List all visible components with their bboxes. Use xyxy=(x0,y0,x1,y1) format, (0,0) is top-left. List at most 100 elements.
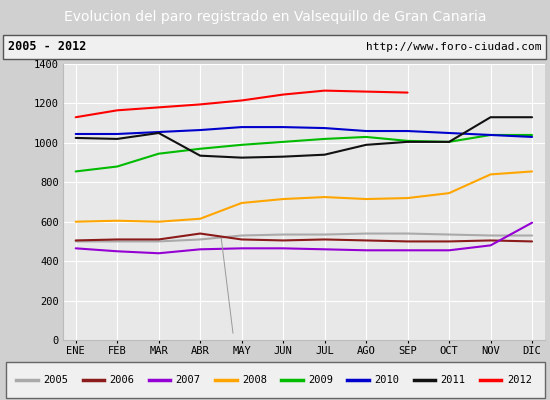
2011 xyxy=(404,140,411,144)
2009 xyxy=(529,132,535,137)
2007 xyxy=(487,243,494,248)
2011 xyxy=(155,130,162,135)
2006 xyxy=(114,237,120,242)
Line: 2012: 2012 xyxy=(76,91,408,117)
2010 xyxy=(155,130,162,134)
2011 xyxy=(114,136,120,141)
2010 xyxy=(446,130,453,135)
2008 xyxy=(487,172,494,177)
2011 xyxy=(73,136,79,140)
2011 xyxy=(487,115,494,120)
2006 xyxy=(404,239,411,244)
2010 xyxy=(529,134,535,139)
Line: 2007: 2007 xyxy=(76,223,532,253)
Text: http://www.foro-ciudad.com: http://www.foro-ciudad.com xyxy=(366,42,542,52)
2012 xyxy=(404,90,411,95)
2006 xyxy=(363,238,370,243)
2011 xyxy=(197,153,204,158)
Text: 2005: 2005 xyxy=(43,375,68,385)
2007 xyxy=(363,248,370,253)
2012 xyxy=(321,88,328,93)
2012 xyxy=(280,92,287,97)
2008 xyxy=(446,191,453,196)
Text: Evolucion del paro registrado en Valsequillo de Gran Canaria: Evolucion del paro registrado en Valsequ… xyxy=(64,10,486,24)
2009 xyxy=(321,136,328,141)
2009 xyxy=(238,142,245,147)
2010 xyxy=(363,129,370,134)
2006 xyxy=(446,239,453,244)
2005 xyxy=(404,231,411,236)
Line: 2005: 2005 xyxy=(76,234,532,242)
2005 xyxy=(529,233,535,238)
2009 xyxy=(487,132,494,137)
2010 xyxy=(280,125,287,130)
2011 xyxy=(238,155,245,160)
2008 xyxy=(238,200,245,205)
2011 xyxy=(321,152,328,157)
Text: 2009: 2009 xyxy=(308,375,333,385)
2005 xyxy=(487,233,494,238)
2009 xyxy=(446,140,453,144)
2009 xyxy=(155,151,162,156)
2010 xyxy=(238,125,245,130)
2009 xyxy=(363,134,370,139)
Line: 2011: 2011 xyxy=(76,117,532,158)
2005 xyxy=(446,232,453,237)
2010 xyxy=(197,128,204,132)
2008 xyxy=(280,197,287,202)
2008 xyxy=(155,219,162,224)
Text: 2010: 2010 xyxy=(375,375,399,385)
2005 xyxy=(280,232,287,237)
2006 xyxy=(321,237,328,242)
2006 xyxy=(197,231,204,236)
2007 xyxy=(404,248,411,253)
2006 xyxy=(487,238,494,243)
2010 xyxy=(321,126,328,130)
2012 xyxy=(197,102,204,107)
2011 xyxy=(280,154,287,159)
2008 xyxy=(73,219,79,224)
2007 xyxy=(197,247,204,252)
2008 xyxy=(529,169,535,174)
2007 xyxy=(114,249,120,254)
2007 xyxy=(238,246,245,251)
2011 xyxy=(363,142,370,147)
2012 xyxy=(73,115,79,120)
2007 xyxy=(446,248,453,253)
Line: 2009: 2009 xyxy=(76,135,532,172)
2005 xyxy=(197,237,204,242)
2007 xyxy=(529,220,535,225)
2012 xyxy=(238,98,245,103)
2010 xyxy=(487,132,494,137)
Text: 2007: 2007 xyxy=(175,375,201,385)
2009 xyxy=(404,138,411,143)
2005 xyxy=(363,231,370,236)
Text: 2006: 2006 xyxy=(109,375,134,385)
2006 xyxy=(280,238,287,243)
2009 xyxy=(114,164,120,169)
Line: 2006: 2006 xyxy=(76,234,532,242)
2010 xyxy=(73,132,79,136)
2005 xyxy=(73,239,79,244)
2007 xyxy=(321,247,328,252)
2009 xyxy=(73,169,79,174)
2011 xyxy=(529,115,535,120)
2005 xyxy=(321,232,328,237)
2011 xyxy=(446,140,453,144)
2006 xyxy=(238,237,245,242)
2008 xyxy=(114,218,120,223)
2009 xyxy=(197,146,204,151)
2012 xyxy=(155,105,162,110)
2007 xyxy=(155,251,162,256)
2012 xyxy=(363,89,370,94)
2009 xyxy=(280,140,287,144)
2006 xyxy=(155,237,162,242)
2007 xyxy=(280,246,287,251)
2005 xyxy=(155,239,162,244)
Text: 2005 - 2012: 2005 - 2012 xyxy=(8,40,87,54)
2006 xyxy=(73,238,79,243)
2010 xyxy=(404,129,411,134)
Text: 2011: 2011 xyxy=(441,375,465,385)
2012 xyxy=(114,108,120,113)
2008 xyxy=(321,195,328,200)
